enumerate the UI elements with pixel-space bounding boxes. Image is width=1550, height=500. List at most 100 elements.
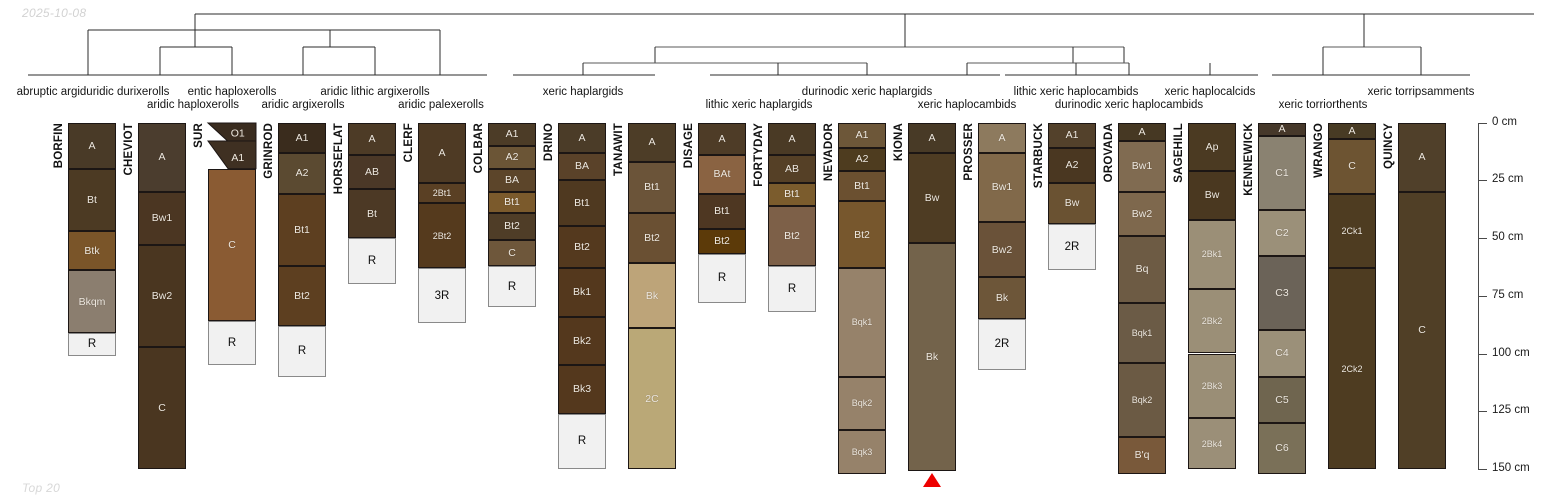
horizon-label: A1	[231, 152, 244, 164]
horizon-label: Bk	[645, 289, 659, 302]
horizon-label: A	[648, 136, 656, 149]
soil-horizon: A2	[278, 152, 326, 195]
taxonomy-leaf-label: durinodic xeric haplocambids	[1054, 99, 1204, 111]
soil-horizon: Bw2	[138, 244, 186, 347]
axis-tick	[1478, 122, 1487, 124]
profile-name-label: HORSEFLAT	[333, 122, 345, 194]
axis-tick	[1478, 469, 1487, 470]
soil-horizon: 2C	[628, 328, 676, 469]
date-label: 2025-10-08	[22, 6, 87, 20]
soil-horizon: 2Ck2	[1328, 268, 1376, 469]
horizon-label: 2Ck2	[1341, 363, 1363, 374]
soil-horizon: C	[1328, 138, 1376, 195]
soil-horizon: O1	[206, 122, 257, 142]
soil-horizon: C4	[1258, 330, 1306, 377]
horizon-label: AB	[364, 166, 379, 179]
horizon-label: A2	[295, 167, 309, 180]
soil-horizon: Ap	[1188, 122, 1236, 171]
soil-horizon: Bqk2	[838, 376, 886, 430]
profile-name-label: KIONA	[893, 122, 905, 161]
horizon-label: Bt	[367, 207, 377, 220]
soil-horizon: Bt2	[558, 226, 606, 269]
horizon-label: Bk1	[572, 286, 592, 299]
soil-horizon: R	[68, 332, 116, 356]
soil-horizon: A	[908, 122, 956, 153]
soil-horizon: Bt1	[698, 194, 746, 229]
horizon-label: Bt2	[644, 231, 660, 244]
axis-tick	[1478, 295, 1487, 297]
horizon-label: A2	[855, 153, 869, 166]
soil-horizon: Bw	[1188, 171, 1236, 220]
profile-name-label: SUR	[193, 122, 205, 148]
horizon-label: A	[1348, 124, 1356, 137]
horizon-label: Bt1	[294, 223, 310, 236]
soil-horizon: Bqk1	[1118, 302, 1166, 363]
soil-horizon: A	[558, 122, 606, 153]
soil-horizon: A	[348, 122, 396, 155]
profile-marker-triangle	[923, 473, 941, 488]
horizon-label: A	[998, 131, 1006, 144]
soil-horizon: 2Ck1	[1328, 194, 1376, 269]
footer-label: Top 20	[22, 481, 61, 495]
taxonomy-leaf-label: xeric haplocambids	[917, 99, 1017, 111]
horizon-label: Bw1	[151, 212, 173, 225]
soil-horizon: A1	[207, 140, 257, 170]
soil-horizon: Bt1	[558, 180, 606, 227]
taxonomy-leaf-label: durinodic xeric haplargids	[801, 86, 933, 98]
horizon-label: AB	[784, 162, 799, 175]
horizon-label: Bk	[995, 292, 1009, 305]
horizon-label: Bt2	[854, 228, 870, 241]
soil-horizon: C	[138, 346, 186, 469]
soil-horizon: Bt	[348, 189, 396, 238]
soil-horizon: AB	[348, 154, 396, 190]
soil-horizon: C	[208, 168, 256, 322]
horizon-label: 2R	[1064, 241, 1080, 254]
axis-tick	[1478, 411, 1487, 413]
horizon-label: A	[158, 151, 166, 164]
soil-horizon: A	[978, 122, 1026, 153]
soil-horizon: R	[558, 413, 606, 469]
soil-horizon: A	[1328, 122, 1376, 139]
horizon-label: A1	[505, 128, 519, 141]
taxonomy-leaf-label: aridic haploxerolls	[146, 99, 240, 111]
taxonomy-leaf-label: xeric haplargids	[542, 86, 624, 98]
horizon-label: C	[228, 238, 236, 251]
horizon-label: Bt2	[294, 289, 310, 302]
horizon-label: R	[227, 337, 237, 350]
soil-horizon: 2R	[1048, 224, 1096, 271]
horizon-label: Bqk3	[851, 446, 873, 457]
horizon-label: BAt	[713, 168, 731, 181]
soil-horizon: 2Bk3	[1188, 353, 1236, 419]
horizon-label: Bk2	[572, 334, 592, 347]
soil-horizon: Bt1	[628, 161, 676, 213]
soil-horizon: Bw	[1048, 182, 1096, 225]
horizon-label: Bt1	[854, 180, 870, 192]
horizon-label: A	[1278, 123, 1286, 136]
profile-name-label: DRINO	[543, 122, 555, 161]
taxonomy-dendrogram	[28, 13, 1534, 76]
taxonomy-leaf-label: aridic palexerolls	[398, 99, 484, 111]
horizon-label: R	[577, 435, 587, 448]
soil-horizon: R	[488, 265, 536, 308]
horizon-label: A1	[1065, 129, 1079, 142]
profile-name-label: DISAGE	[683, 122, 695, 168]
horizon-label: C6	[1275, 442, 1289, 455]
soil-horizon: B'q	[1118, 436, 1166, 474]
soil-horizon: C	[1398, 191, 1446, 469]
horizon-label: R	[367, 255, 377, 268]
taxonomy-leaf-label: xeric torriorthents	[1278, 99, 1368, 111]
soil-horizon: R	[208, 321, 256, 366]
horizon-label: O1	[231, 127, 245, 139]
horizon-label: Bw2	[1131, 207, 1153, 220]
soil-horizon: Bt1	[768, 182, 816, 206]
soil-horizon: Bw2	[978, 221, 1026, 278]
soil-horizon: Bkqm	[68, 270, 116, 333]
horizon-label: Bt2	[714, 235, 730, 248]
taxonomy-leaf-label: aridic lithic argixerolls	[320, 86, 430, 98]
soil-horizon: A1	[838, 122, 886, 148]
horizon-label: Bqk2	[1131, 394, 1153, 405]
soil-horizon: A	[418, 122, 466, 183]
horizon-label: Bw1	[1131, 160, 1153, 173]
profile-name-label: CHEVIOT	[123, 122, 135, 176]
